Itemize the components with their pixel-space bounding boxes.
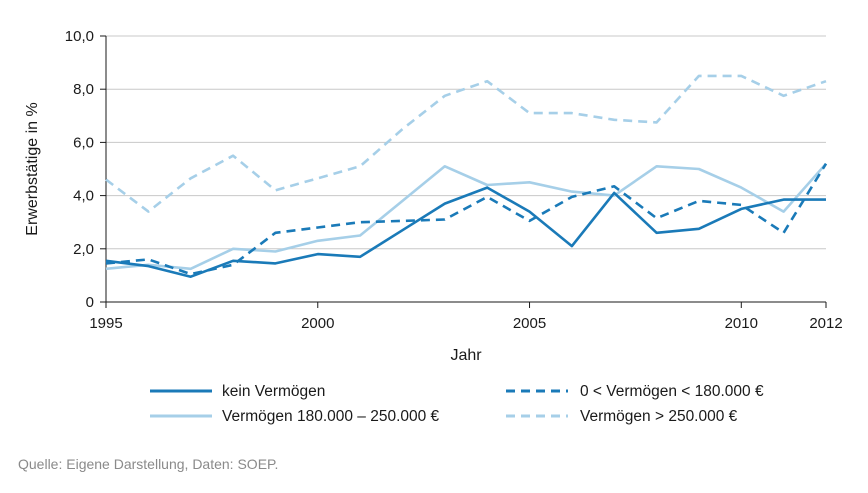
legend-label-vermoegen-ueber-250000: Vermögen > 250.000 € — [580, 408, 738, 425]
legend-label-vermoegen-180000-250000: Vermögen 180.000 – 250.000 € — [222, 408, 440, 425]
y-tick-label: 10,0 — [65, 28, 94, 45]
y-ticks: 0 2,0 4,0 6,0 8,0 10,0 — [65, 28, 106, 311]
series-line-2 — [105, 162, 827, 271]
y-axis-title: Erwerbstätige in % — [24, 102, 41, 235]
y-tick-label: 6,0 — [73, 134, 94, 151]
y-tick-label: 0 — [86, 294, 94, 311]
legend-label-vermoegen-unter-180000: 0 < Vermögen < 180.000 € — [580, 383, 764, 400]
series-layer — [105, 74, 828, 279]
series-line-1 — [105, 163, 828, 276]
series-line-0 — [105, 186, 826, 279]
y-tick-label: 2,0 — [73, 241, 94, 258]
legend-label-kein-vermoegen: kein Vermögen — [222, 383, 325, 400]
series-line-3 — [105, 74, 827, 213]
x-axis-title: Jahr — [450, 347, 482, 364]
x-tick-label: 1995 — [89, 315, 122, 332]
legend: kein Vermögen 0 < Vermögen < 180.000 € V… — [150, 383, 764, 425]
axes — [105, 36, 826, 303]
x-tick-label: 2010 — [725, 315, 758, 332]
x-tick-label: 2005 — [513, 315, 546, 332]
grid-lines — [106, 35, 826, 250]
y-tick-label: 4,0 — [73, 188, 94, 205]
x-tick-label: 2000 — [301, 315, 334, 332]
x-tick-label: 2012 — [809, 315, 842, 332]
y-tick-label: 8,0 — [73, 81, 94, 98]
x-ticks: 1995 2000 2005 2010 2012 — [89, 302, 843, 332]
source-note: Quelle: Eigene Darstellung, Daten: SOEP. — [18, 456, 279, 472]
